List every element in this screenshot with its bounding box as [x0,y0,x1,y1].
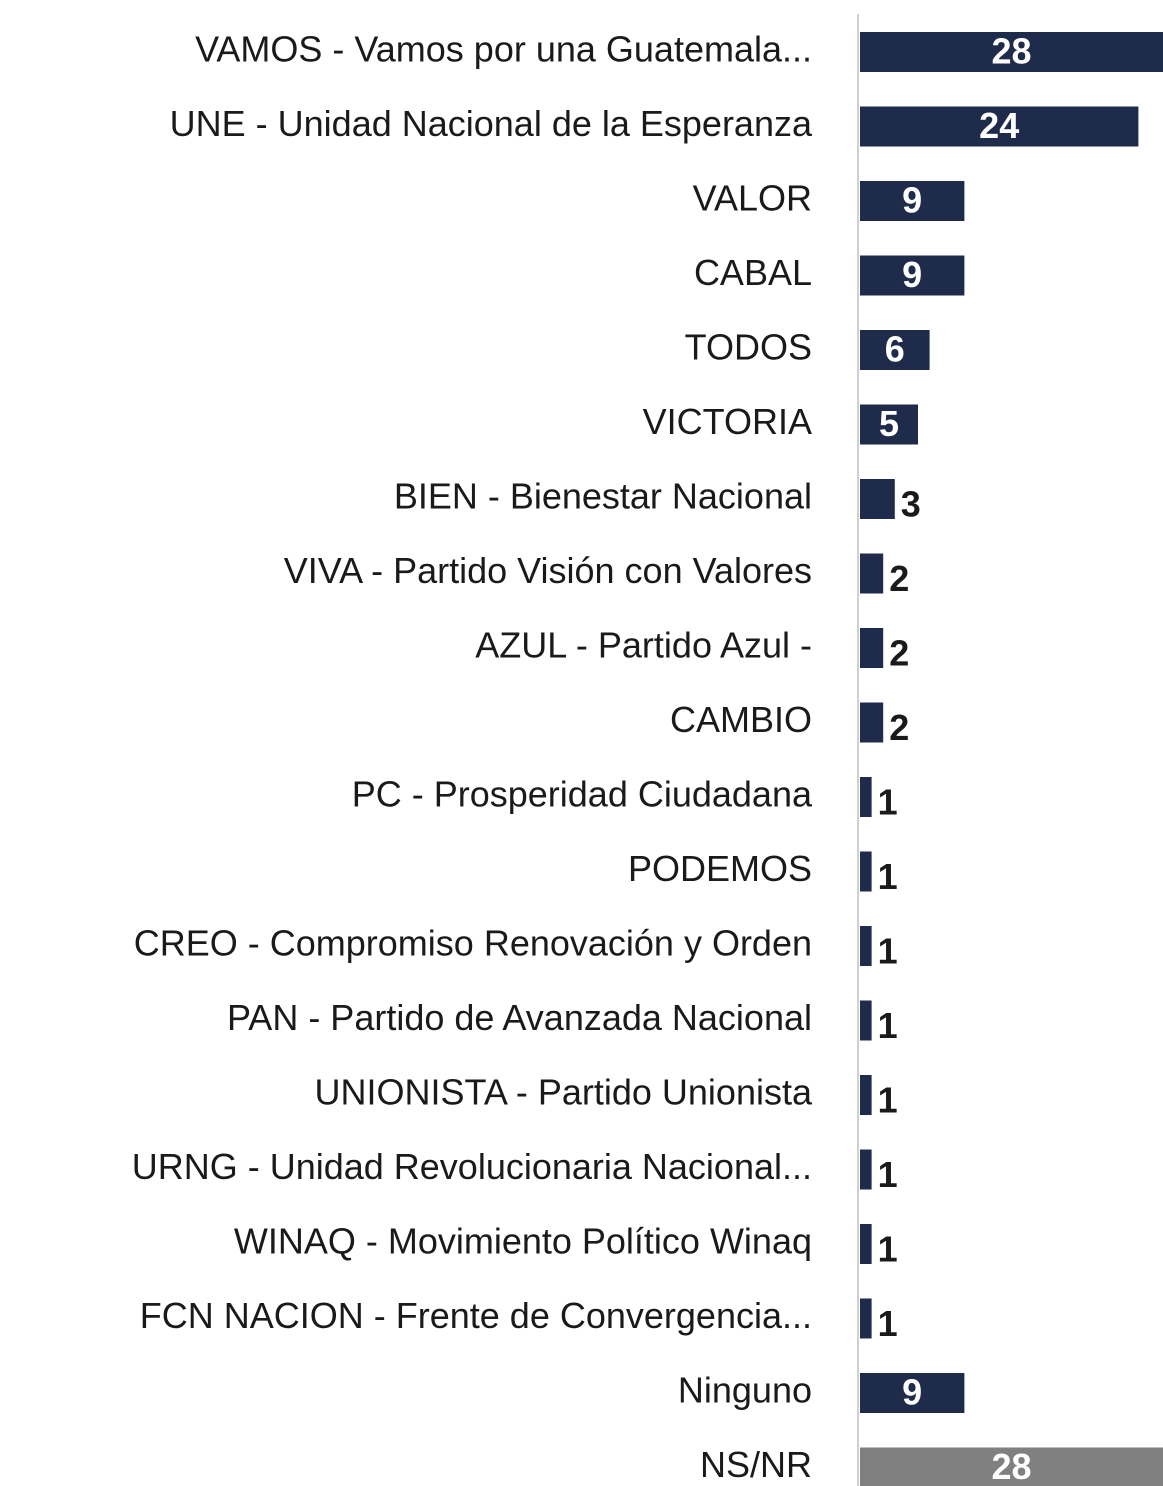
value-label: 28 [991,31,1031,72]
category-label: TODOS [685,327,812,368]
category-label: UNE - Unidad Nacional de la Esperanza [170,103,813,144]
category-label: CABAL [694,252,812,293]
bar [860,628,884,668]
bar [860,106,1139,147]
value-label: 2 [889,558,909,599]
category-label: VIVA - Partido Visión con Valores [284,550,812,591]
bar [860,926,872,966]
bar [860,181,965,221]
bar [860,1000,872,1041]
bar [860,851,872,892]
value-label: 1 [878,782,898,823]
value-label: 2 [889,707,909,748]
bar [860,255,965,296]
bar [860,1075,872,1115]
category-label: VICTORIA [643,401,812,442]
category-label: BIEN - Bienestar Nacional [394,476,812,517]
bar [860,32,1163,72]
category-label: AZUL - Partido Azul - [475,625,812,666]
bar [860,1224,872,1264]
value-label: 5 [879,403,899,444]
value-label: 24 [979,105,1019,146]
value-label: 1 [878,1080,898,1121]
category-label: CREO - Compromiso Renovación y Orden [134,923,812,964]
bar [860,1149,872,1190]
value-label: 9 [902,254,922,295]
value-label: 9 [902,180,922,221]
bar [860,1298,872,1339]
category-label: UNIONISTA - Partido Unionista [315,1072,813,1113]
value-label: 1 [878,1229,898,1270]
value-label: 28 [991,1446,1031,1486]
category-label: VAMOS - Vamos por una Guatemala... [195,29,812,70]
bar [860,330,930,370]
category-label: FCN NACION - Frente de Convergencia... [140,1295,812,1336]
value-label: 1 [878,856,898,897]
category-label: VALOR [693,178,812,219]
bar [860,553,884,594]
value-label: 1 [878,931,898,972]
value-label: 6 [885,329,905,370]
value-label: 3 [901,484,921,525]
value-label: 2 [889,633,909,674]
bar [860,1373,965,1413]
value-label: 9 [902,1372,922,1413]
category-label: URNG - Unidad Revolucionaria Nacional... [132,1146,812,1187]
category-label: CAMBIO [670,699,812,740]
category-label: WINAQ - Movimiento Político Winaq [234,1221,812,1262]
category-label: NS/NR [700,1444,812,1485]
category-label: PAN - Partido de Avanzada Nacional [227,997,812,1038]
bar [860,702,884,743]
category-label: PODEMOS [628,848,812,889]
bar [860,479,895,519]
value-label: 1 [878,1303,898,1344]
category-label: Ninguno [678,1370,812,1411]
bar [860,777,872,817]
bar [860,1447,1163,1486]
value-label: 1 [878,1154,898,1195]
value-label: 1 [878,1005,898,1046]
bar [860,404,918,445]
category-label: PC - Prosperidad Ciudadana [352,774,813,815]
